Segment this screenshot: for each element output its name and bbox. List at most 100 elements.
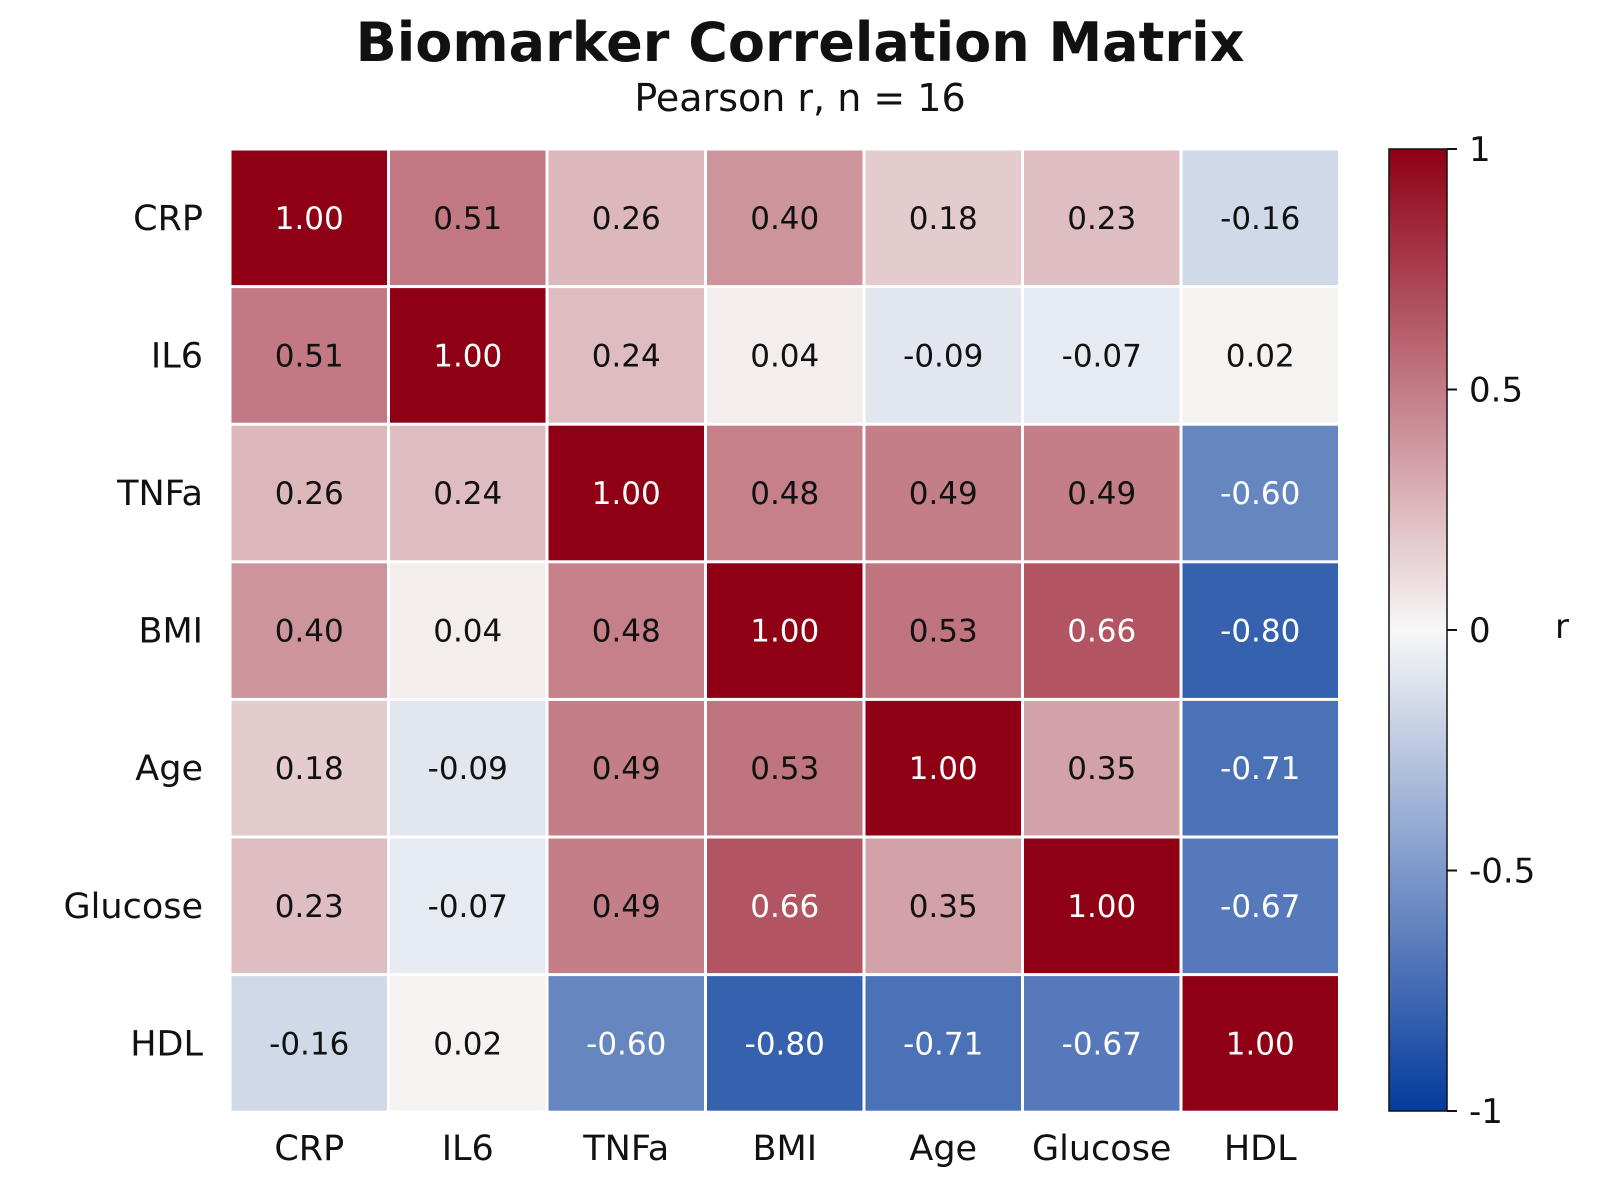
heatmap-cell-glucose-il6 <box>390 838 546 974</box>
cell-value-label: -0.71 <box>1220 751 1300 787</box>
cell-value-label: 0.35 <box>909 889 978 925</box>
cell-value-label: -0.80 <box>1220 614 1300 650</box>
cell-value-label: 0.66 <box>750 889 819 925</box>
cell-value-label: 1.00 <box>1067 889 1136 925</box>
column-labels: CRP IL6 TNFa BMI Age Glucose HDL <box>274 1129 1297 1169</box>
heatmap-cell-tnfa-crp <box>231 425 387 561</box>
cell-value-label: 1.00 <box>1226 1026 1295 1062</box>
heatmap-cell-il6-age <box>865 288 1021 423</box>
cell-value-label: -0.80 <box>745 1026 825 1062</box>
heatmap-cell-il6-tnfa <box>548 288 704 423</box>
cell-value-label: 0.40 <box>275 614 344 650</box>
heatmap-cell-glucose-age <box>865 838 1021 974</box>
cell-value-label: -0.16 <box>269 1026 349 1062</box>
heatmap-cells: 1.00 0.51 0.26 0.40 0.18 0.23 -0.16 0.51 1.00 0.2… <box>231 150 1338 1111</box>
heatmap-cell-tnfa-tnfa <box>548 425 704 561</box>
cell-value-label: 0.04 <box>433 614 502 650</box>
heatmap-cell-crp-tnfa <box>548 150 704 286</box>
heatmap-cell-il6-glucose <box>1024 288 1180 423</box>
heatmap-cell-crp-bmi <box>707 150 863 286</box>
cell-value-label: 0.51 <box>433 201 502 237</box>
heatmap-cell-bmi-glucose <box>1024 563 1180 698</box>
column-label-tnfa: TNFa <box>582 1129 669 1169</box>
cell-value-label: 0.53 <box>750 751 819 787</box>
row-label-bmi: BMI <box>138 612 203 652</box>
heatmap-cell-bmi-age <box>865 563 1021 698</box>
heatmap-cell-glucose-hdl <box>1182 838 1338 974</box>
heatmap-cell-crp-hdl <box>1182 150 1338 286</box>
heatmap-cell-tnfa-glucose <box>1024 425 1180 561</box>
cell-value-label: -0.67 <box>1062 1026 1142 1062</box>
heatmap-cell-age-hdl <box>1182 700 1338 836</box>
heatmap-cell-il6-hdl <box>1182 288 1338 423</box>
row-label-glucose: Glucose <box>64 887 203 927</box>
heatmap-cell-hdl-hdl <box>1182 976 1338 1111</box>
heatmap-cell-hdl-glucose <box>1024 976 1180 1111</box>
cell-value-label: -0.07 <box>428 889 508 925</box>
cell-value-label: 1.00 <box>433 338 502 374</box>
cell-value-label: 0.49 <box>1067 476 1136 512</box>
cell-value-label: 1.00 <box>592 476 661 512</box>
heatmap-cell-hdl-il6 <box>390 976 546 1111</box>
heatmap-cell-il6-il6 <box>390 288 546 423</box>
cell-value-label: 0.49 <box>592 751 661 787</box>
cell-value-label: 0.53 <box>909 614 978 650</box>
cell-value-label: 1.00 <box>909 751 978 787</box>
cell-value-label: 0.66 <box>1067 614 1136 650</box>
cell-value-label: 0.24 <box>592 338 661 374</box>
heatmap-cell-glucose-crp <box>231 838 387 974</box>
row-label-age: Age <box>135 749 203 789</box>
heatmap-cell-age-age <box>865 700 1021 836</box>
colorbar-tick-label: -0.5 <box>1469 852 1535 892</box>
colorbar-tick-label: 1 <box>1469 130 1491 170</box>
row-label-hdl: HDL <box>130 1024 203 1064</box>
column-label-bmi: BMI <box>752 1129 817 1169</box>
heatmap-cell-tnfa-hdl <box>1182 425 1338 561</box>
heatmap-cell-glucose-tnfa <box>548 838 704 974</box>
cell-value-label: 0.35 <box>1067 751 1136 787</box>
cell-value-label: -0.09 <box>903 338 983 374</box>
heatmap-cell-il6-bmi <box>707 288 863 423</box>
heatmap-cell-crp-crp <box>231 150 387 286</box>
heatmap-cell-hdl-crp <box>231 976 387 1111</box>
heatmap-cell-crp-il6 <box>390 150 546 286</box>
row-label-il6: IL6 <box>151 336 203 376</box>
cell-value-label: 0.04 <box>750 338 819 374</box>
column-label-glucose: Glucose <box>1032 1129 1171 1169</box>
cell-value-label: 0.23 <box>1067 201 1136 237</box>
heatmap-cell-glucose-bmi <box>707 838 863 974</box>
heatmap-cell-crp-age <box>865 150 1021 286</box>
row-label-tnfa: TNFa <box>116 474 203 514</box>
column-label-il6: IL6 <box>442 1129 494 1169</box>
cell-value-label: 0.23 <box>275 889 344 925</box>
cell-value-label: 0.18 <box>909 201 978 237</box>
colorbar: 1 0.5 0 -0.5 -1 r <box>1388 130 1569 1132</box>
heatmap-cell-il6-crp <box>231 288 387 423</box>
heatmap-cell-tnfa-il6 <box>390 425 546 561</box>
cell-value-label: -0.60 <box>586 1026 666 1062</box>
colorbar-axis-label: r <box>1555 607 1569 647</box>
cell-value-label: -0.09 <box>428 751 508 787</box>
row-labels: CRP IL6 TNFa BMI Age Glucose HDL <box>64 199 204 1065</box>
colorbar-tick-label: 0 <box>1469 611 1491 651</box>
cell-value-label: -0.67 <box>1220 889 1300 925</box>
heatmap-cell-hdl-age <box>865 976 1021 1111</box>
heatmap-cell-glucose-glucose <box>1024 838 1180 974</box>
heatmap-cell-age-tnfa <box>548 700 704 836</box>
heatmap-cell-hdl-bmi <box>707 976 863 1111</box>
colorbar-tick-label: 0.5 <box>1469 371 1523 411</box>
column-label-age: Age <box>909 1129 977 1169</box>
colorbar-tick-label: -1 <box>1469 1092 1503 1132</box>
cell-value-label: 0.48 <box>592 614 661 650</box>
heatmap-cell-bmi-crp <box>231 563 387 698</box>
heatmap-cell-tnfa-bmi <box>707 425 863 561</box>
cell-value-label: 0.26 <box>592 201 661 237</box>
cell-value-label: 1.00 <box>750 614 819 650</box>
cell-value-label: 0.26 <box>275 476 344 512</box>
cell-value-label: 0.51 <box>275 338 344 374</box>
cell-value-label: 0.24 <box>433 476 502 512</box>
cell-value-label: 0.18 <box>275 751 344 787</box>
heatmap-cell-age-glucose <box>1024 700 1180 836</box>
heatmap-cell-tnfa-age <box>865 425 1021 561</box>
